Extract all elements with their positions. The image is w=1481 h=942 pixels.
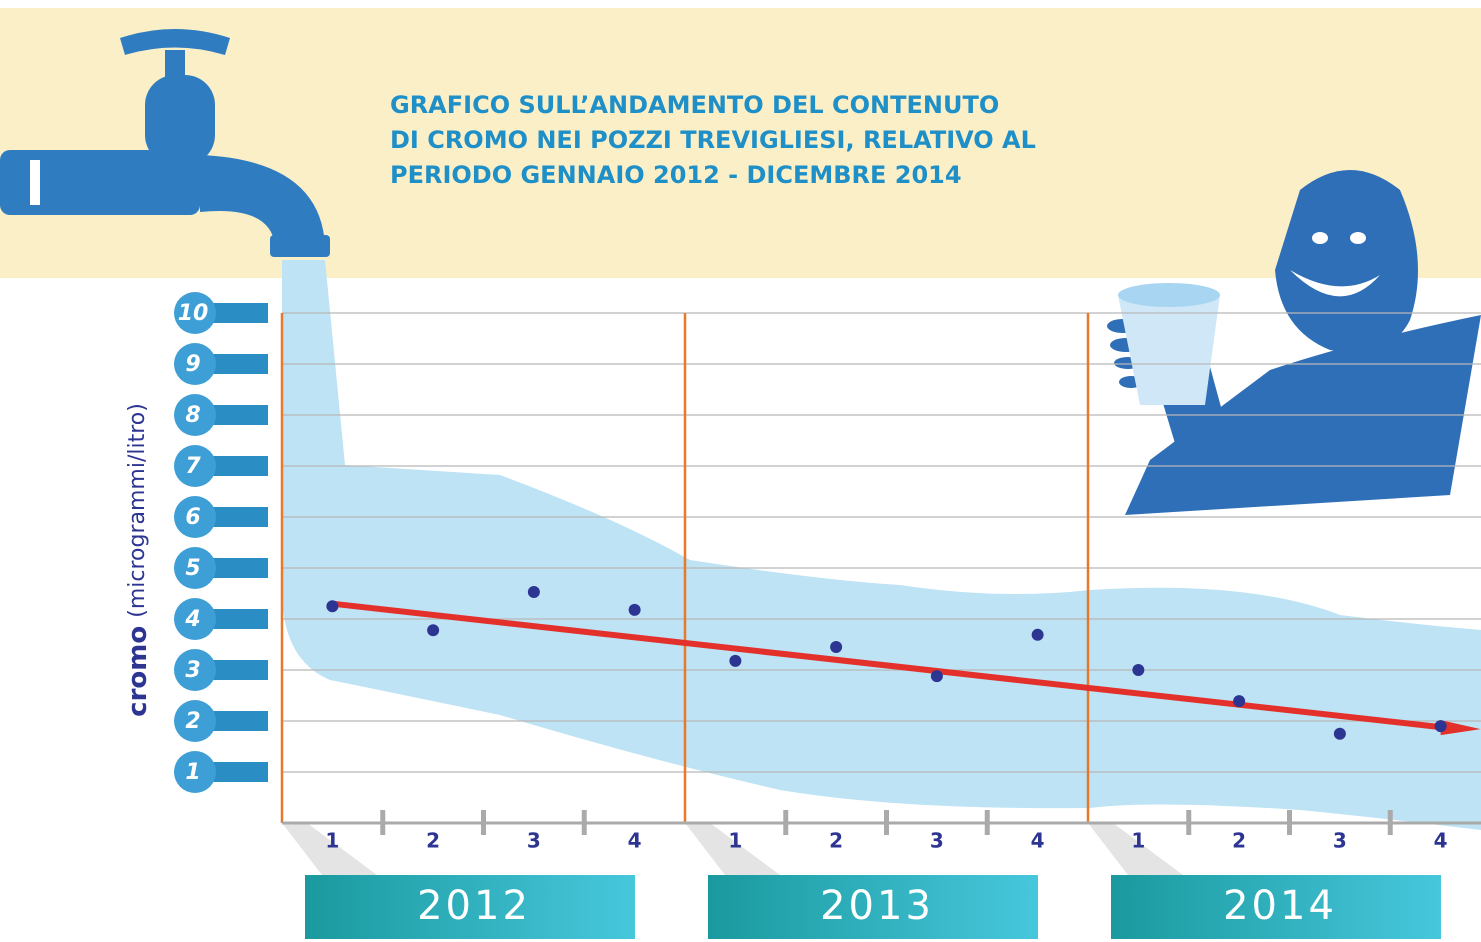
x-tick-label: 4 xyxy=(628,829,642,853)
data-point xyxy=(528,586,540,598)
data-point xyxy=(1132,664,1144,676)
chart-title: DI CROMO NEI POZZI TREVIGLIESI, RELATIVO… xyxy=(390,126,1036,154)
data-point xyxy=(1032,629,1044,641)
y-tick-label: 4 xyxy=(184,607,200,632)
y-tick-label: 3 xyxy=(185,658,200,683)
data-point xyxy=(931,670,943,682)
y-tick-label: 5 xyxy=(185,556,200,581)
year-label: 2013 xyxy=(820,883,934,929)
x-tick-label: 2 xyxy=(1232,829,1246,853)
chart-title: GRAFICO SULL’ANDAMENTO DEL CONTENUTO xyxy=(390,91,999,119)
x-tick-label: 4 xyxy=(1031,829,1045,853)
y-tick-label: 7 xyxy=(185,454,201,479)
x-tick-label: 1 xyxy=(325,829,339,853)
data-point xyxy=(1233,695,1245,707)
x-tick-label: 4 xyxy=(1434,829,1448,853)
data-point xyxy=(427,624,439,636)
data-point xyxy=(629,604,641,616)
year-label: 2014 xyxy=(1223,883,1337,929)
y-tick-label: 9 xyxy=(185,352,200,377)
data-point xyxy=(1435,720,1447,732)
glass-top xyxy=(1118,283,1220,307)
year-label: 2012 xyxy=(417,883,531,929)
x-tick-label: 3 xyxy=(1333,829,1347,853)
y-tick-label: 2 xyxy=(185,709,200,734)
chart-title: PERIODO GENNAIO 2012 - DICEMBRE 2014 xyxy=(390,161,962,189)
y-axis-label: cromo (microgrammi/litro) xyxy=(123,403,153,717)
y-tick-label: 8 xyxy=(185,403,200,428)
y-axis-label-unit: (microgrammi/litro) xyxy=(125,403,150,618)
y-tick-label: 10 xyxy=(178,301,209,326)
chart: GRAFICO SULL’ANDAMENTO DEL CONTENUTO DI C… xyxy=(0,0,1481,942)
water xyxy=(282,260,1481,830)
y-tick-label: 6 xyxy=(185,505,200,530)
x-tick-label: 2 xyxy=(426,829,440,853)
x-tick-label: 3 xyxy=(527,829,541,853)
glass xyxy=(1118,295,1220,405)
y-tick-label: 1 xyxy=(185,760,200,785)
x-tick-label: 3 xyxy=(930,829,944,853)
data-point xyxy=(830,641,842,653)
x-tick-label: 1 xyxy=(1131,829,1145,853)
data-point xyxy=(1334,728,1346,740)
x-tick-label: 1 xyxy=(728,829,742,853)
y-axis-label-main: cromo xyxy=(123,626,153,717)
x-tick-label: 2 xyxy=(829,829,843,853)
data-point xyxy=(326,600,338,612)
data-point xyxy=(729,655,741,667)
